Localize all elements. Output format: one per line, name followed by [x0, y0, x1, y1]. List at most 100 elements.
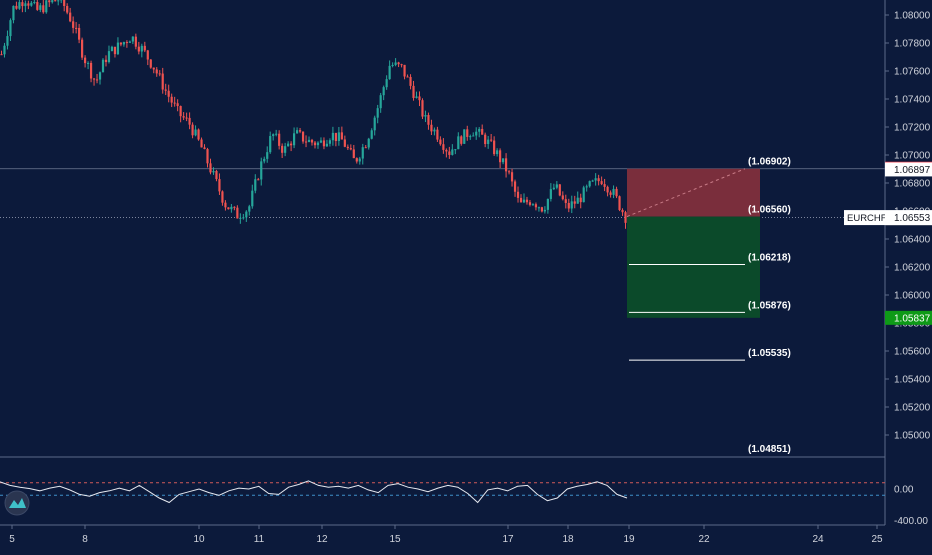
candle-body	[290, 144, 292, 146]
candle-body	[36, 2, 38, 10]
candle-body	[469, 136, 471, 137]
candle-body	[430, 125, 432, 132]
candle-body	[227, 207, 229, 209]
candle-body	[592, 181, 594, 182]
candle-body	[565, 199, 567, 203]
candle-body	[129, 42, 131, 43]
candle-body	[108, 51, 110, 62]
candle-body	[350, 148, 352, 149]
candle-body	[272, 134, 274, 136]
candle-body	[421, 100, 423, 116]
candle-body	[499, 150, 501, 162]
candle-body	[436, 130, 438, 140]
candle-body	[57, 0, 59, 1]
candle-body	[206, 149, 208, 163]
candle-body	[535, 204, 537, 207]
candle-body	[9, 20, 11, 36]
candle-body	[45, 0, 47, 12]
candle-body	[618, 196, 620, 210]
candle-body	[487, 140, 489, 144]
candle-body	[212, 171, 214, 172]
candle-body	[159, 73, 161, 74]
candle-body	[266, 152, 268, 159]
price-tick-label: 1.07200	[894, 123, 931, 134]
price-tick-label: 1.07400	[894, 95, 931, 106]
candle-body	[475, 132, 477, 136]
candle-body	[269, 136, 271, 152]
candle-body	[406, 77, 408, 78]
price-tick-label: 1.08000	[894, 11, 931, 22]
candle-body	[299, 130, 301, 131]
candle-body	[418, 96, 420, 100]
candle-body	[257, 179, 259, 180]
candle-body	[481, 129, 483, 135]
candle-body	[281, 146, 283, 153]
candle-body	[514, 181, 516, 191]
candle-body	[523, 200, 525, 203]
candle-body	[75, 28, 77, 29]
candle-body	[69, 13, 71, 22]
price-tick-label: 1.06800	[894, 179, 931, 190]
candle-body	[538, 207, 540, 208]
candle-body	[81, 40, 83, 58]
candle-body	[529, 202, 531, 205]
candle-body	[368, 139, 370, 148]
candle-body	[191, 125, 193, 136]
stop-loss-zone[interactable]	[627, 169, 760, 217]
candle-body	[51, 0, 53, 2]
candle-body	[451, 149, 453, 155]
time-tick-label: 15	[389, 534, 401, 545]
candle-body	[526, 200, 528, 203]
candle-body	[433, 130, 435, 132]
price-tick-label: 1.05200	[894, 403, 931, 414]
candle-body	[463, 129, 465, 143]
symbol-tag[interactable]: EURCHF	[844, 210, 887, 225]
take-profit-zone[interactable]	[627, 217, 760, 318]
candle-body	[556, 184, 558, 187]
candle-body	[583, 187, 585, 202]
candle-body	[466, 129, 468, 137]
candle-body	[356, 158, 358, 161]
candle-body	[305, 142, 307, 143]
candle-body	[415, 96, 417, 98]
candle-body	[397, 62, 399, 64]
price-label-badge: 1.05837	[885, 311, 932, 325]
candle-body	[141, 46, 143, 52]
time-tick-label: 22	[698, 534, 710, 545]
tradingview-logo-icon[interactable]	[5, 491, 29, 515]
candle-body	[194, 130, 196, 136]
candle-body	[505, 158, 507, 171]
candle-body	[287, 144, 289, 147]
time-tick-label: 11	[254, 534, 265, 545]
candle-body	[615, 189, 617, 196]
logo-circle	[5, 491, 29, 515]
candle-body	[66, 6, 68, 13]
candle-body	[326, 144, 328, 147]
candle-body	[439, 140, 441, 145]
candle-body	[389, 66, 391, 79]
candle-body	[383, 87, 385, 95]
candle-body	[21, 2, 23, 6]
candle-body	[574, 201, 576, 203]
candle-body	[544, 210, 546, 212]
candle-body	[424, 115, 426, 117]
candle-body	[311, 140, 313, 143]
time-tick-label: 12	[316, 534, 328, 545]
candle-body	[589, 181, 591, 186]
candle-body	[362, 147, 364, 158]
candle-body	[174, 103, 176, 104]
candle-body	[472, 135, 474, 136]
price-tick-label: 1.06400	[894, 235, 931, 246]
candle-body	[93, 79, 95, 80]
candle-body	[520, 198, 522, 202]
last-price-label: 1.06553	[894, 213, 931, 224]
price-tick-label: 1.05400	[894, 375, 931, 386]
time-tick-label: 17	[502, 534, 514, 545]
candle-body	[621, 210, 623, 212]
candle-body	[144, 46, 146, 51]
candle-body	[186, 118, 188, 119]
candle-body	[571, 201, 573, 208]
candle-body	[39, 5, 41, 10]
